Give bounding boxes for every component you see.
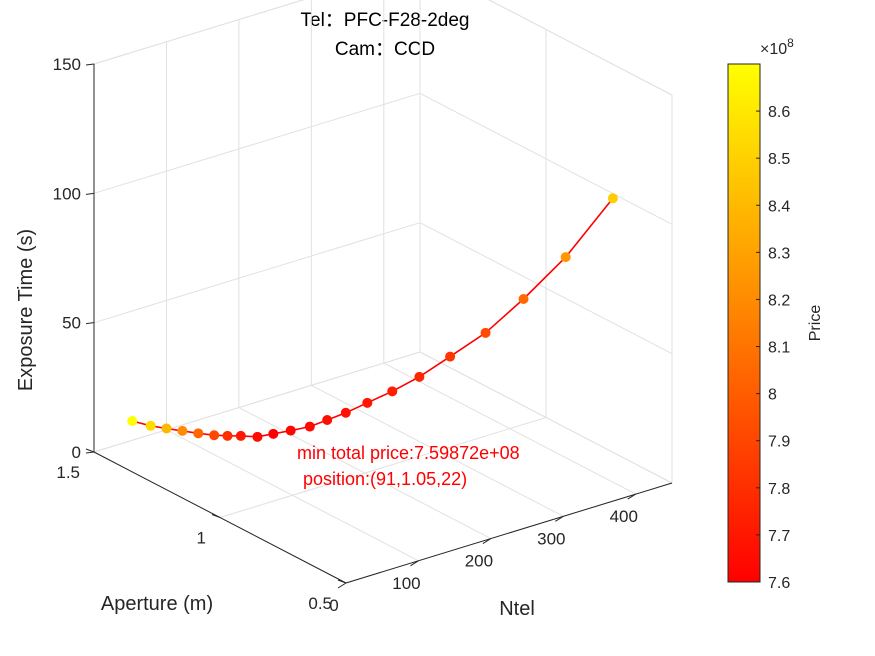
x-tick-mark	[627, 493, 637, 500]
colorbar-exponent-power: 8	[787, 36, 794, 50]
colorbar-tick-label: 8.4	[768, 198, 790, 215]
colorbar-exponent-base: ×10	[760, 41, 787, 58]
colorbar-tick-label: 7.8	[768, 481, 790, 498]
colorbar-tick-label: 8.5	[768, 151, 790, 168]
grid-line-side-z	[419, 351, 673, 484]
axes-lines	[93, 64, 673, 584]
series-line	[131, 197, 614, 438]
axes-grid	[93, 0, 673, 584]
colorbar-exponent: ×108	[760, 36, 794, 58]
z-tick-label: 0	[72, 443, 81, 462]
data-point	[252, 431, 263, 442]
z-tick-mark	[85, 63, 95, 66]
y-tick-label: 1.5	[56, 463, 80, 482]
x-axis-line	[345, 482, 673, 584]
grid-line-back-z	[93, 92, 421, 194]
data-point	[607, 193, 618, 204]
grid-line-back-z	[93, 222, 421, 324]
colorbar-tick-label: 7.9	[768, 434, 790, 451]
data-point	[222, 430, 233, 441]
data-point	[161, 423, 172, 434]
x-tick-label: 200	[465, 552, 493, 571]
data-point	[304, 421, 315, 432]
z-tick-label: 50	[62, 314, 81, 333]
colorbar-tick-label: 7.7	[768, 528, 790, 545]
z-tick-label: 150	[53, 55, 81, 74]
data-point	[193, 428, 204, 439]
z-axis-label: Exposure Time (s)	[15, 229, 37, 391]
grid-line-floor-y	[219, 417, 547, 518]
data-point	[285, 425, 296, 436]
z-tick-label: 100	[53, 184, 81, 203]
data-point	[518, 293, 529, 304]
box-edge-top-back	[93, 0, 305, 65]
chart-title-line-2: Cam：CCD	[335, 39, 435, 60]
colorbar-tick-label: 8	[768, 387, 777, 404]
data-point	[340, 407, 351, 418]
z-tick-mark	[85, 322, 95, 325]
colorbar-tick-label: 8.3	[768, 245, 790, 262]
y-tick-label: 1	[197, 529, 206, 548]
colorbar-tick-label: 8.2	[768, 292, 790, 309]
x-axis-label: Ntel	[499, 598, 535, 620]
y-tick-mark	[85, 448, 95, 453]
data-point	[362, 397, 373, 408]
data-series	[127, 193, 618, 442]
grid-line-side-z	[419, 222, 673, 355]
colorbar-label: Price	[807, 305, 824, 342]
data-point	[480, 327, 491, 338]
annotation-position: position:(91,1.05,22)	[303, 469, 467, 489]
data-point	[445, 351, 456, 362]
y-tick-mark	[337, 579, 347, 584]
x-tick-label: 0	[329, 596, 338, 615]
y-tick-mark	[211, 514, 221, 518]
x-tick-mark	[410, 560, 419, 567]
x-tick-label: 300	[537, 529, 565, 548]
grid-line-back-z	[93, 351, 421, 453]
data-point	[268, 428, 279, 439]
data-point	[177, 425, 188, 436]
data-point	[387, 386, 398, 397]
z-tick-mark	[85, 451, 95, 454]
x-tick-mark	[482, 538, 492, 544]
x-tick-mark	[555, 515, 564, 522]
data-point	[209, 430, 220, 441]
x-tick-mark	[337, 582, 347, 589]
data-point	[322, 414, 333, 425]
colorbar-tick-label: 8.6	[768, 104, 790, 121]
colorbar-gradient	[727, 63, 761, 583]
box-edge-top-side	[488, 0, 673, 96]
annotation-min-price: min total price:7.59872e+08	[297, 443, 520, 463]
grid-line-side-z	[419, 92, 673, 225]
colorbar-tick-label: 7.6	[768, 575, 790, 592]
chart-title-line-1: Tel：PFC-F28-2deg	[301, 10, 470, 31]
z-tick-mark	[85, 192, 95, 195]
colorbar: 7.67.77.87.988.18.28.38.48.58.6 ×108 Pri…	[727, 36, 824, 592]
x-tick-label: 400	[610, 507, 638, 526]
y-axis-label: Aperture (m)	[101, 593, 213, 615]
data-point	[414, 371, 425, 382]
data-point	[127, 416, 138, 427]
data-point	[145, 420, 156, 431]
colorbar-tick-label: 8.1	[768, 340, 790, 357]
colorbar-ticks: 7.6 7.7 7.8 7.9 8 8.1 8.2 8.3 8.4 8.5 8.6	[756, 104, 790, 592]
x-tick-label: 100	[392, 574, 420, 593]
data-point	[235, 430, 246, 441]
data-point	[560, 252, 571, 263]
y-tick-label: 0.5	[308, 594, 332, 613]
